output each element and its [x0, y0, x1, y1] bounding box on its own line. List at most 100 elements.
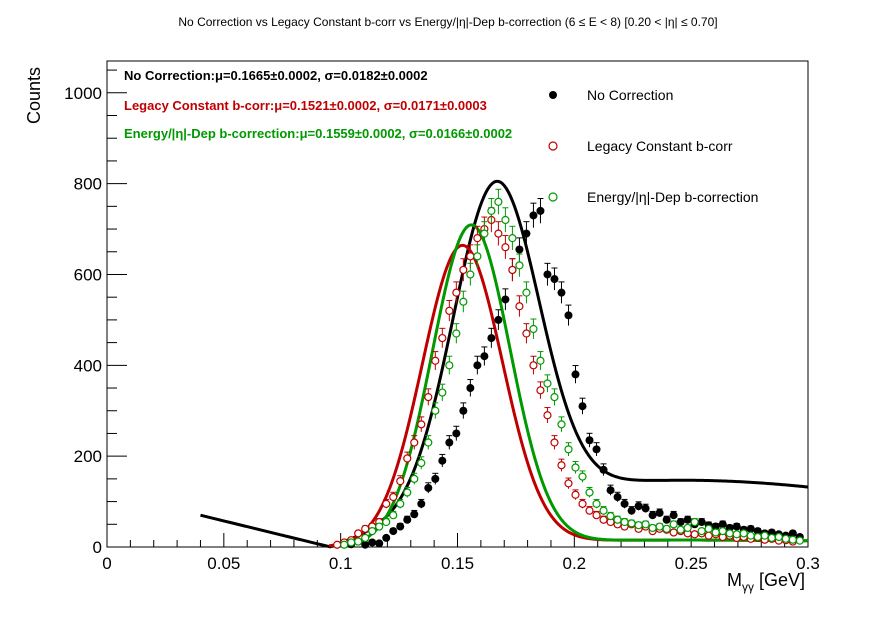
data-point — [669, 511, 678, 520]
data-point — [410, 438, 419, 447]
x-tick-label: 0.05 — [207, 554, 240, 573]
fit-stat-sigma: σ=0.0166±0.0002 — [409, 126, 512, 141]
data-point — [620, 499, 629, 508]
data-point — [543, 270, 552, 279]
data-point — [543, 379, 552, 388]
data-point — [711, 528, 720, 537]
legend-marker-2 — [548, 141, 558, 151]
data-point — [718, 527, 727, 536]
data-point — [634, 521, 643, 530]
x-axis-label: Mγγ [GeV] — [727, 570, 805, 594]
data-point — [760, 531, 769, 540]
data-point — [466, 384, 475, 393]
legend-label-1: No Correction — [587, 87, 673, 103]
data-point — [683, 523, 692, 533]
data-point — [529, 361, 538, 370]
data-point — [669, 520, 678, 529]
data-point — [578, 402, 587, 411]
data-point — [634, 502, 643, 511]
data-point — [725, 529, 734, 538]
data-point — [536, 386, 545, 395]
data-point — [459, 406, 468, 415]
data-point — [424, 438, 433, 447]
x-axis-label-subscript: γγ — [742, 580, 754, 594]
data-point — [494, 229, 503, 238]
data-point — [711, 522, 720, 531]
data-point — [795, 536, 804, 545]
data-point — [592, 499, 601, 508]
data-point — [690, 530, 699, 539]
data-point — [389, 511, 398, 520]
data-point — [599, 515, 608, 524]
data-point — [403, 515, 412, 524]
data-point — [676, 518, 685, 527]
data-point — [767, 533, 776, 543]
data-point — [648, 523, 657, 533]
data-point — [501, 295, 510, 304]
data-point — [599, 465, 608, 474]
x-tick-label: 0.2 — [563, 554, 587, 573]
data-point — [571, 463, 580, 472]
data-point — [445, 361, 454, 370]
data-point — [389, 492, 398, 502]
data-point — [753, 532, 762, 542]
fit-curves — [200, 179, 809, 549]
data-point — [529, 211, 538, 220]
data-point — [599, 506, 608, 515]
x-axis: 0 0.05 0.1 0.15 0.2 0.25 0.3 — [102, 533, 820, 573]
fit-curve-1 — [200, 179, 809, 549]
fit-stat-mu: μ=0.1665±0.0002, — [215, 68, 324, 83]
data-point — [557, 461, 566, 470]
data-point — [389, 527, 398, 536]
data-point — [557, 288, 566, 297]
data-point — [396, 522, 405, 531]
fit-stat-sigma: σ=0.0171±0.0003 — [384, 98, 487, 113]
data-point — [515, 261, 524, 270]
data-point — [361, 524, 370, 533]
data-point — [424, 483, 433, 492]
data-point — [375, 539, 384, 548]
data-point — [494, 315, 503, 324]
data-point — [382, 517, 391, 527]
legend-marker-3 — [548, 192, 558, 202]
data-point — [627, 506, 636, 515]
fit-stats-box: No Correction:μ=0.1665±0.0002, σ=0.0182±… — [124, 68, 512, 141]
legend: No Correction Legacy Constant b-corr Energ… — [548, 87, 758, 205]
data-point — [704, 531, 713, 540]
data-point — [452, 288, 461, 297]
data-point — [431, 406, 440, 415]
fit-curve-3 — [340, 223, 809, 548]
data-point — [648, 511, 657, 520]
data-point — [550, 275, 559, 284]
fit-stat-mu: μ=0.1521±0.0002, — [274, 98, 383, 113]
data-point — [718, 520, 727, 529]
y-tick-label: 400 — [74, 356, 102, 375]
x-axis-label-unit: [GeV] — [754, 570, 805, 590]
data-point — [487, 334, 496, 343]
fit-stat-2: Legacy Constant b-corr:μ=0.1521±0.0002, … — [124, 98, 487, 113]
data-point — [697, 527, 706, 536]
data-point — [438, 333, 447, 343]
fit-stat-1: No Correction:μ=0.1665±0.0002, σ=0.0182±… — [124, 68, 428, 83]
data-point — [620, 517, 629, 527]
data-point — [403, 488, 412, 497]
data-point — [788, 529, 797, 538]
data-point — [536, 356, 545, 365]
chart-title: No Correction vs Legacy Constant b-corr … — [178, 15, 717, 29]
data-point — [690, 517, 699, 527]
y-axis-label: Counts — [24, 67, 44, 124]
data-point — [522, 229, 531, 238]
data-point — [655, 508, 664, 517]
data-point — [781, 534, 790, 543]
data-point — [522, 288, 531, 297]
data-point — [487, 206, 496, 215]
data-point — [452, 329, 461, 338]
data-point — [473, 361, 482, 370]
fit-stat-3: Energy/|η|-Dep b-correction:μ=0.1559±0.0… — [124, 126, 512, 141]
data-point — [466, 270, 475, 279]
data-point — [417, 420, 426, 429]
data-point — [431, 356, 440, 365]
data-point — [655, 522, 664, 531]
data-point — [417, 458, 426, 468]
data-point — [361, 533, 370, 543]
